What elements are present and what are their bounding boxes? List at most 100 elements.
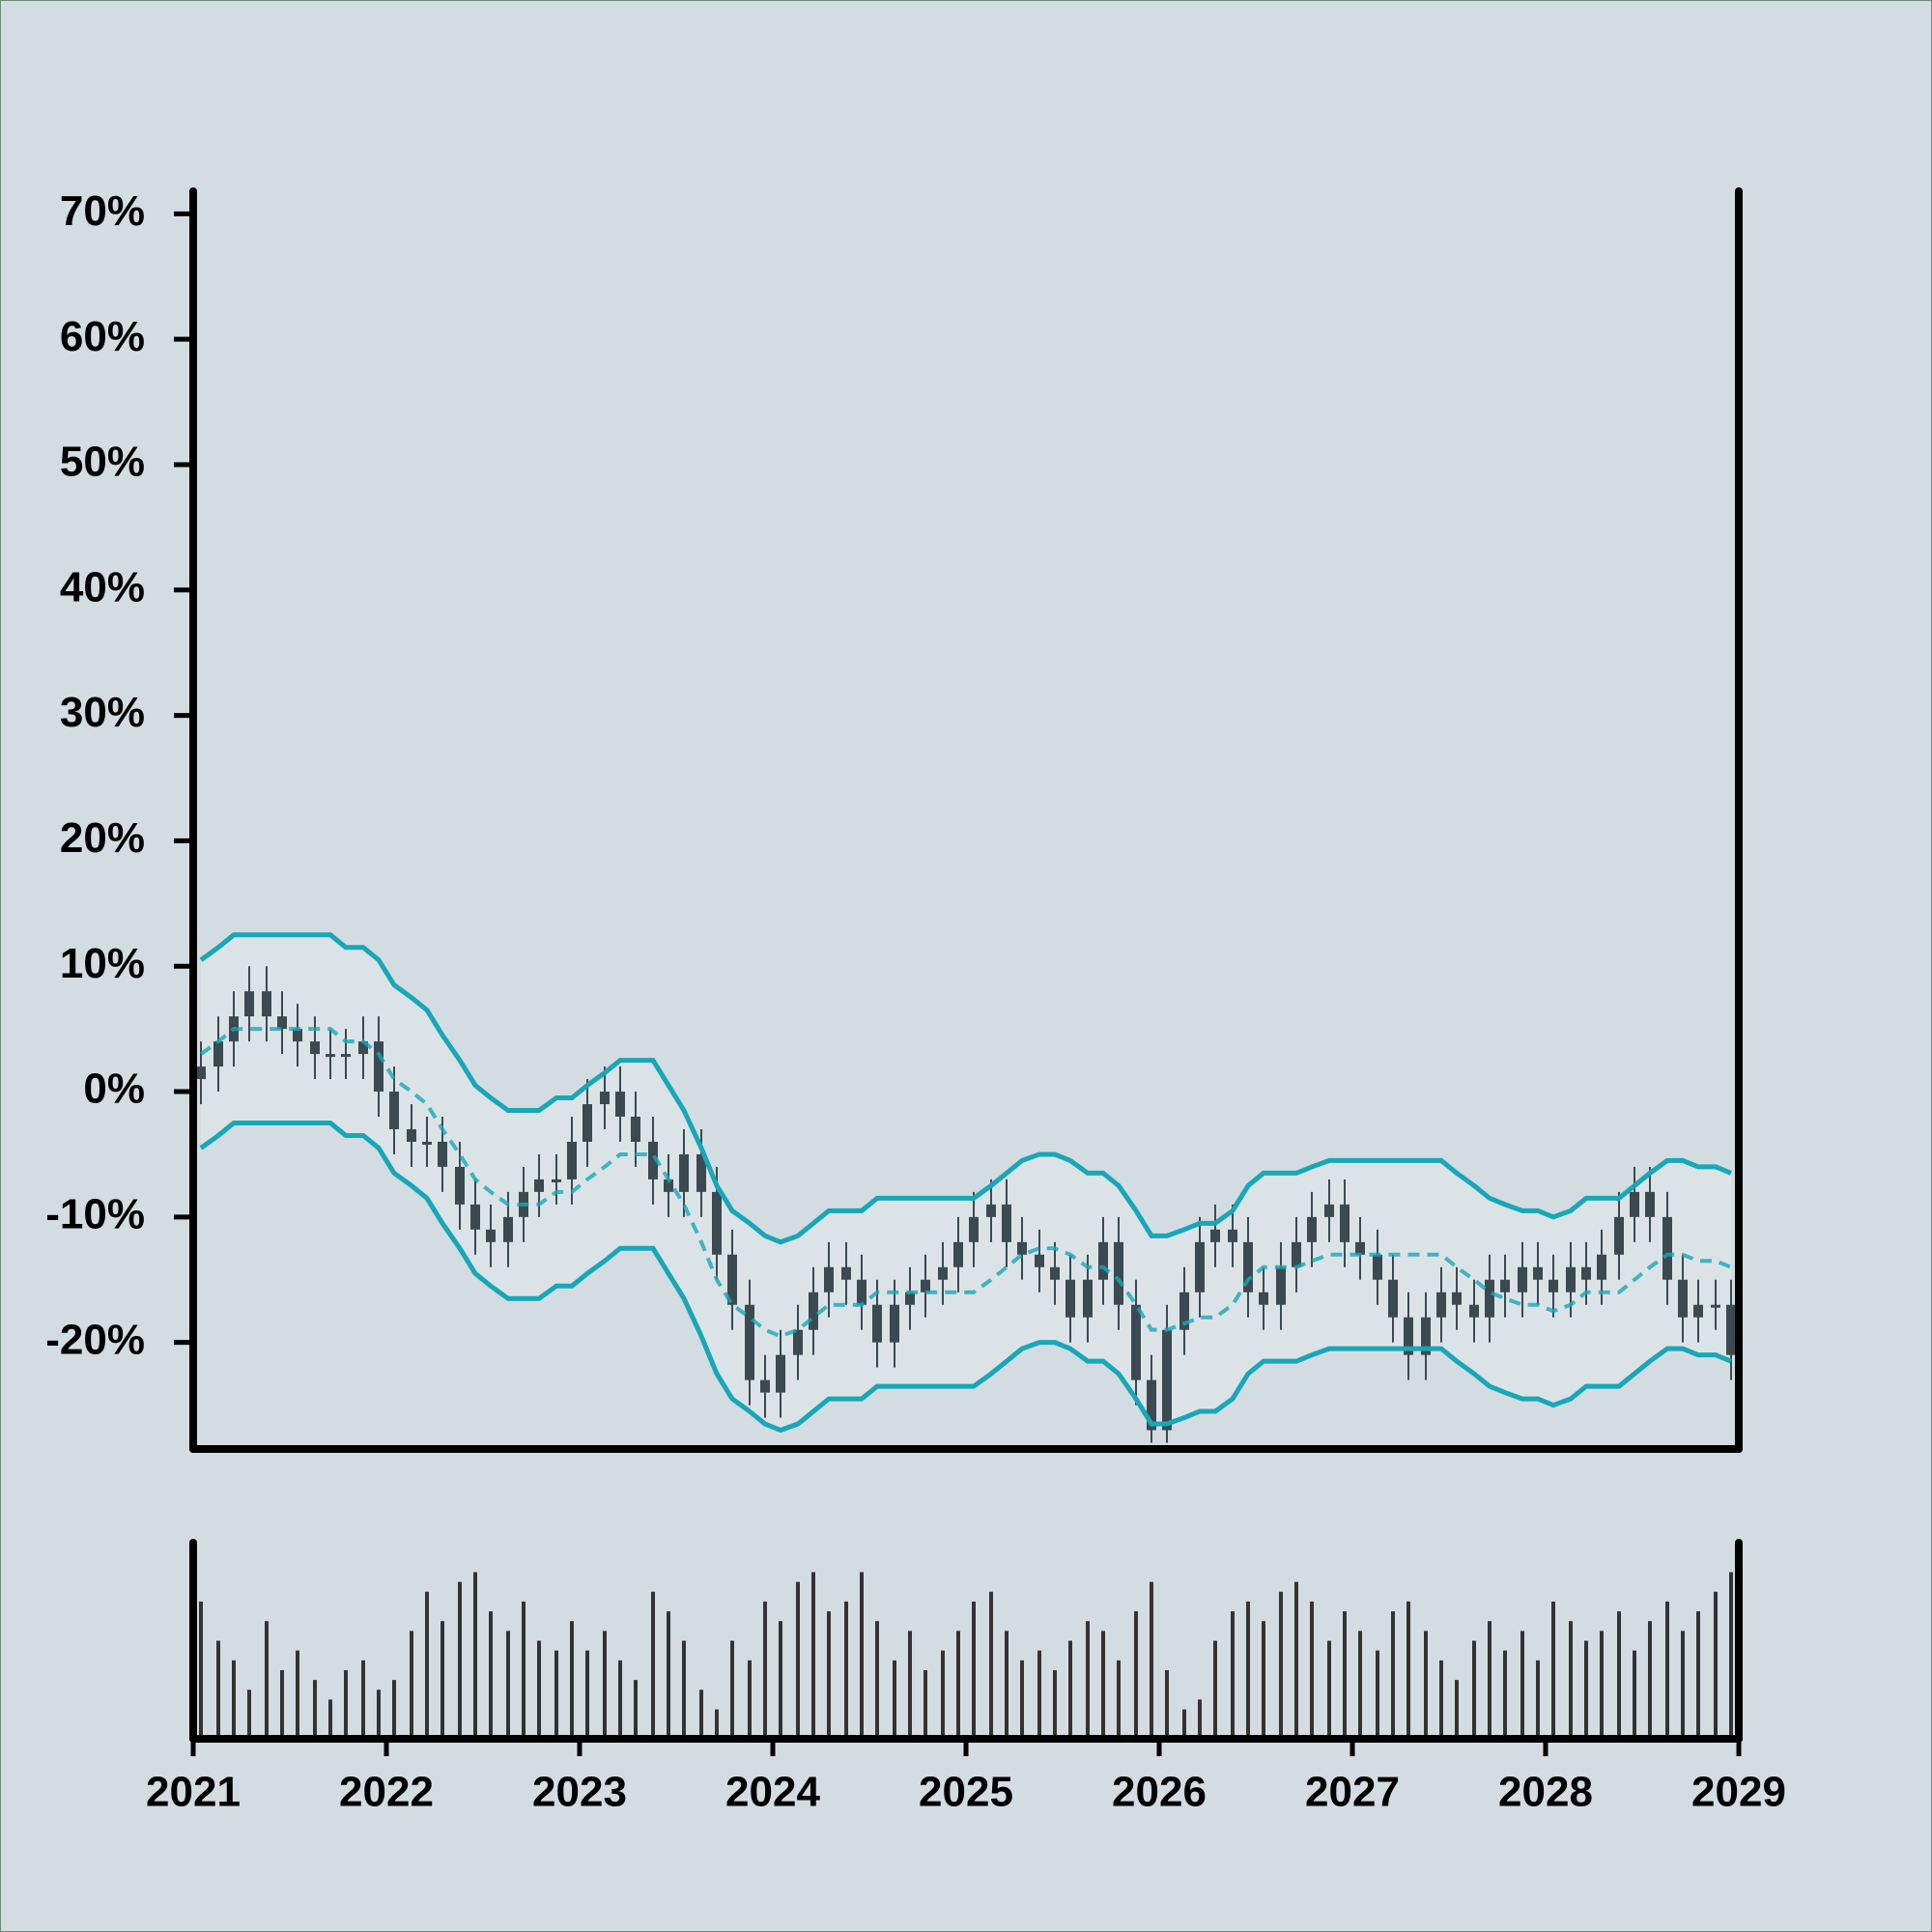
candle-body <box>745 1304 754 1380</box>
candle-body <box>872 1304 882 1343</box>
volume-bar <box>956 1631 960 1739</box>
volume-bar <box>1294 1581 1298 1739</box>
candle-body <box>824 1266 834 1293</box>
candle-body <box>486 1229 496 1242</box>
y-tick-label: 30% <box>60 689 145 736</box>
volume-bar <box>1536 1660 1540 1739</box>
volume-bar <box>473 1572 477 1739</box>
volume-bar <box>682 1640 686 1739</box>
volume-bar <box>1520 1631 1524 1739</box>
volume-bar <box>1165 1669 1169 1739</box>
candle-body <box>1114 1241 1123 1305</box>
x-tick-label: 2022 <box>339 1769 434 1816</box>
candle-body <box>1388 1279 1398 1318</box>
candle-body <box>1147 1379 1156 1431</box>
candle-body <box>1002 1204 1011 1242</box>
candle-body <box>600 1092 610 1105</box>
volume-bar <box>1310 1601 1314 1739</box>
volume-bar <box>1617 1611 1621 1739</box>
candle-body <box>1195 1241 1205 1293</box>
candle-body <box>760 1379 770 1393</box>
volume-bar <box>860 1572 864 1739</box>
candle-body <box>277 1016 287 1030</box>
candle-body <box>1228 1229 1237 1242</box>
candle-body <box>938 1266 948 1280</box>
volume-bar <box>440 1621 444 1739</box>
band-fill <box>201 934 1731 1431</box>
candle-body <box>1355 1241 1365 1255</box>
candle-body <box>1597 1254 1606 1280</box>
y-tick-label: 70% <box>60 187 145 235</box>
candle-body <box>615 1092 625 1118</box>
candle-body <box>244 991 254 1017</box>
volume-bar <box>715 1709 719 1739</box>
volume-bar <box>1488 1621 1492 1739</box>
candle-body <box>196 1066 206 1080</box>
candle-body <box>1630 1191 1639 1217</box>
volume-bar <box>570 1621 574 1739</box>
volume-bar <box>1424 1631 1428 1739</box>
volume-bar <box>634 1680 638 1739</box>
volume-bar <box>1551 1601 1555 1739</box>
candle-body <box>696 1153 706 1192</box>
y-tick-label: 50% <box>60 439 145 486</box>
x-tick-label: 2026 <box>1112 1769 1207 1816</box>
volume-bar <box>1213 1640 1217 1739</box>
candle-body <box>326 1054 335 1058</box>
candle-body <box>1485 1279 1494 1318</box>
candle-body <box>1662 1216 1672 1280</box>
x-tick-label: 2023 <box>532 1769 627 1816</box>
candle-body <box>1276 1266 1286 1305</box>
candle-body <box>1340 1204 1350 1242</box>
volume-bar <box>1696 1611 1700 1739</box>
candle-body <box>389 1092 399 1129</box>
volume-bar <box>1198 1699 1202 1739</box>
candle-body <box>1324 1204 1334 1217</box>
band-middle <box>199 1027 1732 1339</box>
candle-body <box>1469 1304 1479 1318</box>
candle-body <box>1259 1292 1268 1305</box>
volume-bar <box>232 1660 236 1739</box>
candle-body <box>1533 1266 1543 1280</box>
volume-bar <box>489 1611 493 1739</box>
candle-body <box>293 1029 302 1042</box>
volume-bar <box>844 1601 848 1739</box>
candle-body <box>841 1266 851 1280</box>
volume-bar <box>1358 1631 1362 1739</box>
volume-bar <box>554 1650 558 1739</box>
candle-body <box>1065 1279 1075 1318</box>
volume-bar <box>537 1640 541 1739</box>
candle-body <box>262 991 271 1017</box>
candle-body <box>1243 1241 1253 1293</box>
candle-body <box>1693 1304 1703 1318</box>
x-tick-label: 2021 <box>146 1769 241 1816</box>
y-tick-label: -20% <box>45 1316 145 1363</box>
volume-bar <box>1020 1660 1024 1739</box>
candle-body <box>986 1204 996 1217</box>
volume-bar <box>603 1631 607 1739</box>
volume-bar <box>1406 1601 1410 1739</box>
volume-bar <box>1343 1611 1347 1739</box>
candle-body <box>1436 1292 1446 1318</box>
volume-bar <box>1455 1680 1459 1739</box>
volume-bar <box>361 1660 365 1739</box>
volume-bar <box>506 1631 510 1739</box>
candle-body <box>1098 1241 1108 1280</box>
volume-bar <box>1391 1611 1395 1739</box>
volume-bar <box>763 1601 767 1739</box>
candle-body <box>503 1216 513 1242</box>
candle-body <box>679 1153 689 1192</box>
candle-body <box>727 1254 737 1305</box>
volume-bar <box>425 1591 429 1739</box>
volume-bar <box>216 1640 220 1739</box>
volume-bar <box>1101 1631 1105 1739</box>
volume-bar <box>410 1631 413 1739</box>
candle-body <box>470 1204 480 1230</box>
candle-body <box>1404 1317 1413 1355</box>
volume-bar <box>1117 1660 1121 1739</box>
candle-body <box>631 1117 640 1142</box>
volume-bar <box>1053 1669 1057 1739</box>
volume-bar <box>923 1669 927 1739</box>
volume-bar <box>811 1572 815 1739</box>
candle-body <box>1292 1241 1301 1267</box>
